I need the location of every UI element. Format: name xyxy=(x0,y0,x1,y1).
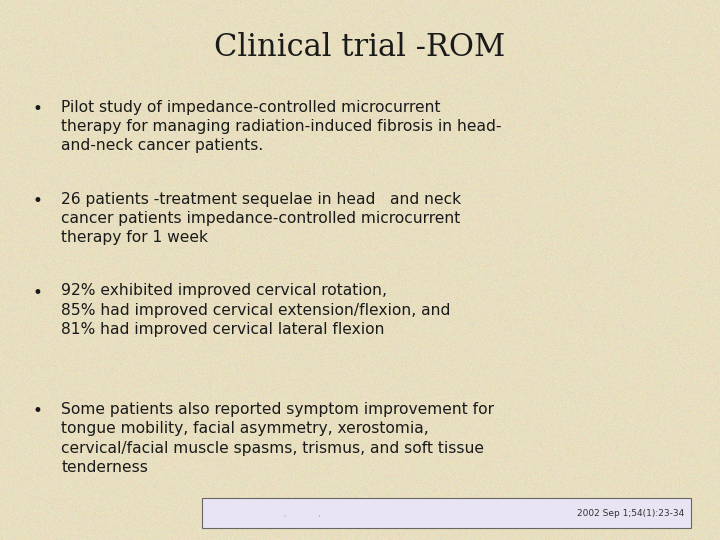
Text: ,           ,: , , xyxy=(209,509,444,518)
Text: 92% exhibited improved cervical rotation,
85% had improved cervical extension/fl: 92% exhibited improved cervical rotation… xyxy=(61,284,451,337)
Text: Pilot study of impedance-controlled microcurrent
therapy for managing radiation-: Pilot study of impedance-controlled micr… xyxy=(61,100,502,153)
Text: 2002 Sep 1;54(1):23-34: 2002 Sep 1;54(1):23-34 xyxy=(577,509,684,518)
Text: •: • xyxy=(32,192,42,210)
Text: •: • xyxy=(32,100,42,118)
Text: 26 patients -treatment sequelae in head   and neck
cancer patients impedance-con: 26 patients -treatment sequelae in head … xyxy=(61,192,462,245)
Text: •: • xyxy=(32,284,42,301)
Text: Clinical trial -ROM: Clinical trial -ROM xyxy=(215,32,505,63)
Text: Some patients also reported symptom improvement for
tongue mobility, facial asym: Some patients also reported symptom impr… xyxy=(61,402,494,475)
Text: •: • xyxy=(32,402,42,420)
FancyBboxPatch shape xyxy=(202,498,691,528)
